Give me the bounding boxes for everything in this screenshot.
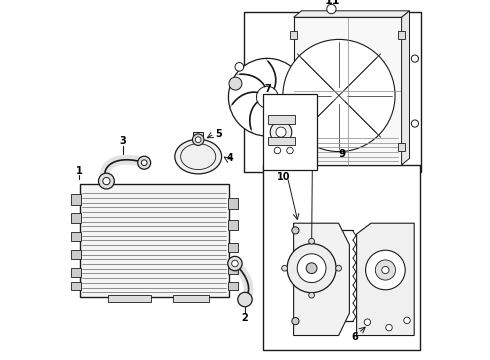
- Ellipse shape: [175, 139, 221, 174]
- Text: 4: 4: [226, 153, 233, 163]
- Bar: [244, 12, 421, 172]
- Bar: [398, 143, 405, 152]
- Text: 1: 1: [76, 166, 83, 176]
- Circle shape: [411, 120, 418, 127]
- Text: 2: 2: [242, 312, 248, 323]
- Bar: [193, 132, 203, 140]
- Circle shape: [309, 292, 315, 298]
- Text: 8: 8: [263, 150, 270, 160]
- Polygon shape: [402, 11, 410, 165]
- Bar: [290, 31, 297, 39]
- Circle shape: [228, 58, 306, 136]
- Circle shape: [327, 4, 336, 14]
- Polygon shape: [294, 223, 349, 336]
- Text: 7: 7: [264, 84, 271, 94]
- Circle shape: [262, 91, 273, 103]
- Circle shape: [292, 227, 299, 234]
- Circle shape: [193, 134, 204, 145]
- Bar: [228, 198, 238, 209]
- Polygon shape: [294, 11, 410, 17]
- Circle shape: [235, 63, 244, 71]
- Text: 10: 10: [277, 172, 291, 182]
- Polygon shape: [294, 17, 402, 165]
- Circle shape: [274, 147, 281, 154]
- Circle shape: [196, 137, 201, 143]
- Bar: [71, 268, 81, 277]
- Circle shape: [256, 86, 278, 108]
- Circle shape: [103, 177, 110, 185]
- Circle shape: [98, 173, 114, 189]
- Bar: [108, 295, 151, 302]
- Bar: [71, 213, 81, 223]
- Circle shape: [404, 317, 410, 324]
- Circle shape: [366, 250, 405, 290]
- Circle shape: [297, 254, 326, 283]
- Bar: [398, 31, 405, 39]
- Text: 6: 6: [351, 332, 358, 342]
- Circle shape: [386, 324, 392, 331]
- Text: 11: 11: [325, 0, 341, 6]
- Bar: [71, 232, 81, 241]
- Circle shape: [287, 244, 336, 293]
- Circle shape: [336, 265, 342, 271]
- Polygon shape: [80, 184, 229, 297]
- Bar: [71, 282, 81, 290]
- Text: 9: 9: [338, 149, 345, 159]
- Bar: [263, 94, 317, 170]
- Circle shape: [375, 260, 395, 280]
- Circle shape: [309, 238, 315, 244]
- Bar: [228, 220, 238, 230]
- Circle shape: [232, 260, 238, 267]
- Circle shape: [287, 147, 293, 154]
- Text: 10: 10: [306, 113, 319, 123]
- Text: 5: 5: [216, 129, 222, 139]
- Polygon shape: [357, 223, 414, 336]
- Bar: [268, 115, 294, 124]
- Circle shape: [292, 318, 299, 325]
- Circle shape: [138, 156, 151, 169]
- Bar: [173, 295, 209, 302]
- Circle shape: [411, 55, 418, 62]
- Circle shape: [270, 121, 292, 143]
- Text: 3: 3: [119, 136, 126, 146]
- Bar: [71, 250, 81, 259]
- Circle shape: [382, 266, 389, 274]
- Circle shape: [238, 292, 252, 307]
- Bar: [268, 137, 294, 145]
- Circle shape: [276, 127, 286, 137]
- Bar: [228, 243, 238, 252]
- Circle shape: [282, 265, 288, 271]
- Circle shape: [364, 319, 370, 325]
- Bar: [71, 194, 81, 205]
- Circle shape: [141, 160, 147, 166]
- Bar: [263, 165, 420, 350]
- Bar: [290, 143, 297, 152]
- Circle shape: [228, 256, 242, 271]
- Circle shape: [283, 39, 395, 152]
- Bar: [228, 265, 238, 274]
- Bar: [228, 282, 238, 290]
- Circle shape: [306, 263, 317, 274]
- Circle shape: [229, 77, 242, 90]
